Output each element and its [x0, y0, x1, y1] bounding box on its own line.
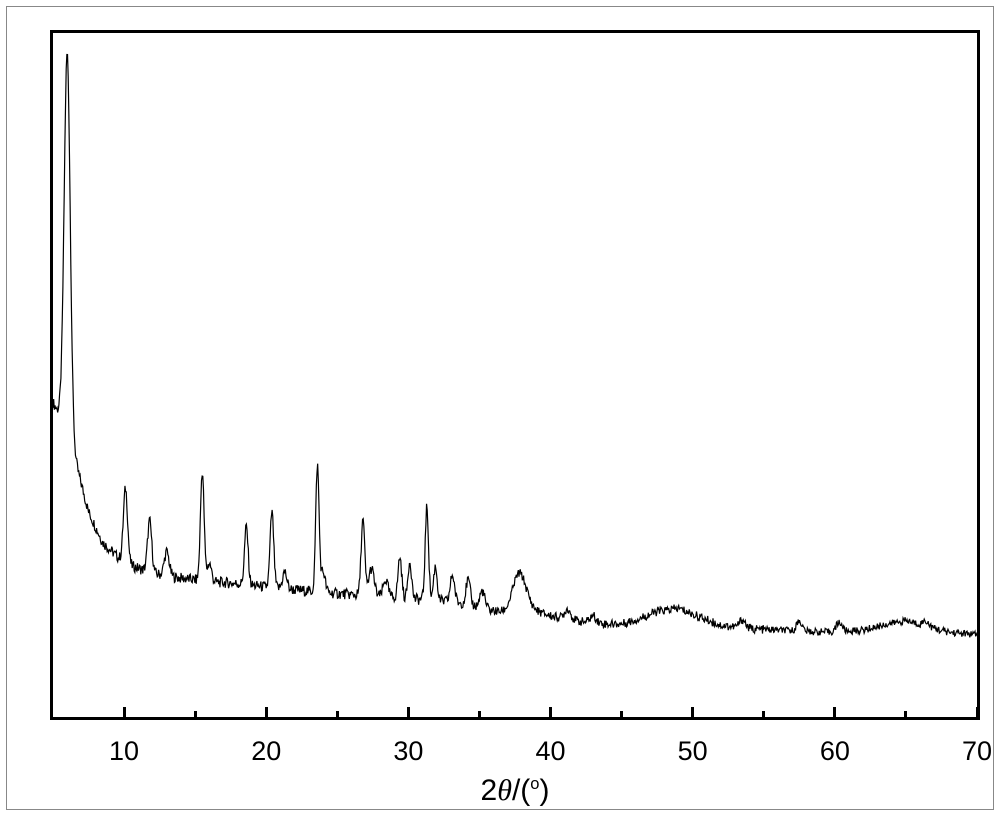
x-tick	[478, 711, 481, 717]
x-tick	[620, 711, 623, 717]
x-tick	[904, 711, 907, 717]
x-tick	[123, 707, 126, 717]
x-tick-label: 40	[536, 736, 566, 767]
x-axis-label-slash: /(	[512, 774, 530, 807]
x-tick	[336, 711, 339, 717]
x-axis-label-close: )	[539, 774, 549, 807]
plot-area	[50, 30, 980, 720]
x-tick	[265, 707, 268, 717]
x-axis-label: 2θ/(o)	[481, 774, 550, 808]
x-tick-label: 10	[109, 736, 139, 767]
x-tick	[407, 707, 410, 717]
x-tick-label: 20	[251, 736, 281, 767]
x-tick	[833, 707, 836, 717]
x-tick-label: 70	[962, 736, 992, 767]
x-tick	[549, 707, 552, 717]
xrd-line-svg	[53, 33, 977, 717]
x-tick	[976, 707, 979, 717]
x-tick-label: 50	[678, 736, 708, 767]
x-axis-label-theta: θ	[497, 774, 512, 807]
x-tick-label: 30	[393, 736, 423, 767]
x-tick	[691, 707, 694, 717]
x-tick	[762, 711, 765, 717]
x-tick	[194, 711, 197, 717]
xrd-polyline	[53, 55, 977, 638]
x-axis-label-degree: o	[530, 775, 539, 793]
x-tick-label: 60	[820, 736, 850, 767]
x-axis-label-prefix: 2	[481, 774, 498, 807]
xrd-chart: 10 20 30 40 50 60 70 2θ/(o)	[0, 0, 1000, 816]
